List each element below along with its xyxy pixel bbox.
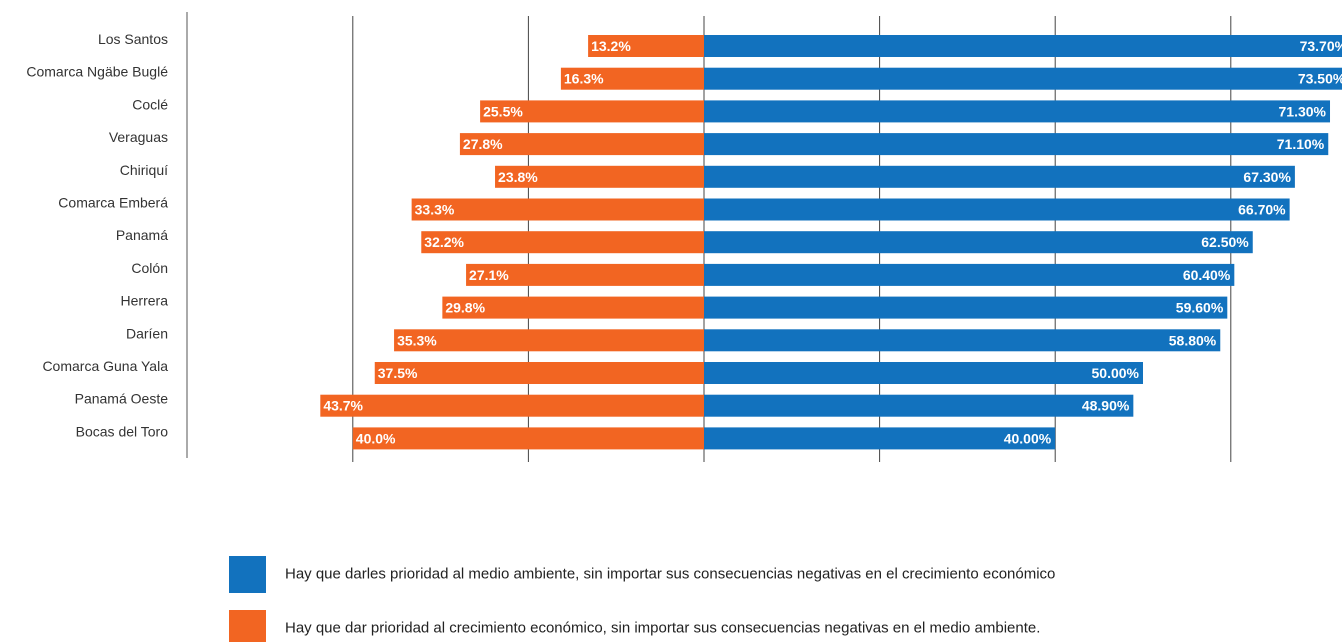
bar-economy <box>588 35 704 57</box>
data-label: 37.5% <box>378 365 418 381</box>
legend-swatch <box>229 556 266 593</box>
category-label: Panamá <box>116 227 168 243</box>
category-label: Colón <box>131 260 168 276</box>
bar-economy <box>320 394 704 417</box>
data-label: 48.90% <box>1082 398 1130 414</box>
category-label: Herrera <box>121 293 169 309</box>
bar-economy <box>352 427 704 450</box>
category-labels: Los Santos Comarca Ngäbe Buglé Coclé Veragu… <box>26 31 168 439</box>
category-label: Los Santos <box>98 31 168 47</box>
data-label: 27.1% <box>469 267 509 283</box>
bar-environment <box>704 198 1290 221</box>
bar-environment <box>704 231 1253 254</box>
data-label: 13.2% <box>591 38 631 54</box>
bars <box>320 35 1342 450</box>
category-label: Comarca Guna Yala <box>42 358 168 374</box>
bar-economy <box>495 165 704 188</box>
bar-environment <box>704 100 1331 123</box>
bar-environment <box>704 263 1235 286</box>
bar-economy <box>466 263 704 286</box>
data-label: 32.2% <box>424 234 464 250</box>
bar-environment <box>704 165 1295 188</box>
data-label: 66.70% <box>1238 202 1286 218</box>
data-label: 73.70% <box>1300 38 1342 54</box>
bar-economy <box>560 67 704 90</box>
category-label: Bocas del Toro <box>76 423 169 439</box>
data-label: 60.40% <box>1183 267 1231 283</box>
category-label: Daríen <box>126 325 168 341</box>
bar-economy <box>421 231 704 254</box>
category-label: Veraguas <box>109 129 168 145</box>
category-label: Coclé <box>132 96 168 112</box>
data-label: 43.7% <box>323 398 363 414</box>
bar-environment <box>704 133 1329 156</box>
data-label: 59.60% <box>1176 300 1224 316</box>
data-label: 71.10% <box>1277 136 1325 152</box>
bar-economy <box>411 198 704 221</box>
category-label: Chiriquí <box>120 162 168 178</box>
bar-environment <box>704 67 1342 90</box>
data-label: 25.5% <box>483 103 523 119</box>
data-label: 35.3% <box>397 332 437 348</box>
bar-economy <box>442 296 704 319</box>
data-label: 23.8% <box>498 169 538 185</box>
bar-environment <box>704 362 1143 384</box>
data-label: 33.3% <box>415 202 455 218</box>
category-label: Comarca Ngäbe Buglé <box>26 64 168 80</box>
data-label: 50.00% <box>1092 365 1140 381</box>
data-label: 67.30% <box>1243 169 1291 185</box>
bar-environment <box>704 296 1228 319</box>
bar-economy <box>480 100 704 123</box>
data-label: 27.8% <box>463 136 503 152</box>
bar-environment <box>704 35 1342 57</box>
data-label: 29.8% <box>445 300 485 316</box>
category-label: Comarca Emberá <box>58 195 168 211</box>
legend-label: Hay que dar prioridad al crecimiento eco… <box>285 620 1040 637</box>
data-label: 40.0% <box>356 430 396 446</box>
data-label: 40.00% <box>1004 430 1052 446</box>
category-label: Panamá Oeste <box>75 391 169 407</box>
data-label: 58.80% <box>1169 332 1217 348</box>
bar-economy <box>374 362 704 384</box>
bar-environment <box>704 329 1221 352</box>
legend: Hay que darles prioridad al medio ambien… <box>229 556 1055 642</box>
value-labels: 73.70% 73.50% 71.30% 71.10% 67.30% 66.70% 62.5… <box>323 38 1342 446</box>
bar-economy <box>394 329 704 352</box>
data-label: 73.50% <box>1298 71 1342 87</box>
data-label: 71.30% <box>1279 103 1327 119</box>
bar-environment <box>704 394 1134 417</box>
legend-swatch <box>229 610 266 642</box>
bar-environment <box>704 427 1056 450</box>
bar-economy <box>459 133 704 156</box>
legend-label: Hay que darles prioridad al medio ambien… <box>285 566 1055 583</box>
data-label: 62.50% <box>1201 234 1249 250</box>
data-label: 16.3% <box>564 71 604 87</box>
